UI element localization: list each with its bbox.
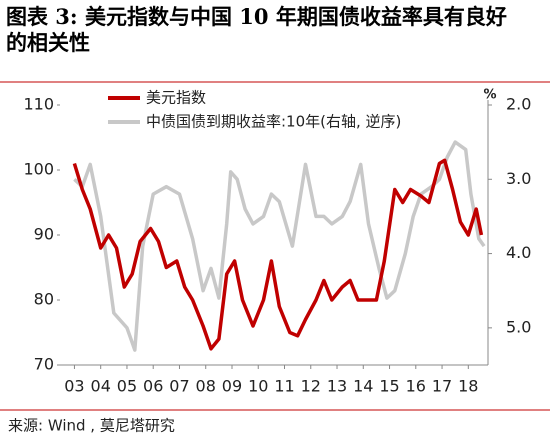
chart-title: 图表 3: 美元指数与中国 10 年期国债收益率具有良好的相关性 (6, 4, 507, 55)
y2-unit: % (483, 88, 496, 103)
y-tick-label: 90 (34, 225, 54, 244)
x-tick-label: 14 (353, 377, 373, 396)
x-tick-label: 06 (143, 377, 163, 396)
y2-tick-label: 5.0 (506, 317, 531, 336)
y-tick-label: 100 (23, 160, 54, 179)
y-tick-label: 110 (23, 95, 54, 114)
y2-tick-label: 2.0 (506, 95, 531, 114)
x-tick-label: 03 (64, 377, 84, 396)
y2-tick-label: 3.0 (506, 169, 531, 188)
y-tick-label: 80 (34, 290, 54, 309)
x-tick-label: 13 (327, 377, 347, 396)
x-tick-label: 11 (274, 377, 294, 396)
x-tick-label: 09 (222, 377, 242, 396)
x-tick-label: 16 (406, 377, 426, 396)
legend-label: 美元指数 (146, 89, 206, 107)
y-tick-label: 70 (34, 355, 54, 374)
series-line (73, 140, 486, 352)
x-tick-label: 17 (432, 377, 452, 396)
legend-label: 中债国债到期收益率:10年(右轴, 逆序) (146, 113, 401, 131)
x-tick-label: 07 (169, 377, 189, 396)
x-tick-label: 05 (117, 377, 137, 396)
series-line (72, 158, 484, 351)
y2-tick-label: 4.0 (506, 243, 531, 262)
x-tick-label: 12 (301, 377, 321, 396)
x-tick-label: 18 (458, 377, 478, 396)
x-tick-label: 10 (248, 377, 268, 396)
x-tick-label: 15 (379, 377, 399, 396)
x-tick-label: 08 (196, 377, 216, 396)
source: 来源: Wind , 莫尼塔研究 (8, 417, 175, 435)
x-tick-label: 04 (91, 377, 111, 396)
